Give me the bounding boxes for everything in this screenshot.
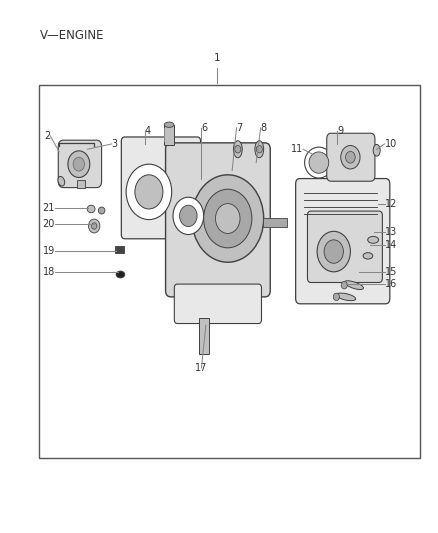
Text: 8: 8	[261, 123, 267, 133]
Text: 5: 5	[164, 123, 170, 133]
Circle shape	[324, 240, 343, 263]
Text: 14: 14	[385, 240, 398, 250]
Text: 11: 11	[291, 144, 303, 154]
Bar	[199, 318, 209, 354]
Ellipse shape	[255, 141, 264, 158]
Ellipse shape	[363, 253, 373, 259]
Ellipse shape	[309, 152, 328, 173]
Ellipse shape	[98, 207, 105, 214]
FancyBboxPatch shape	[58, 140, 102, 188]
Text: 9: 9	[337, 126, 343, 135]
Text: 3: 3	[112, 139, 118, 149]
Text: 4: 4	[145, 126, 151, 135]
Circle shape	[73, 157, 85, 171]
Circle shape	[192, 175, 264, 262]
Text: 15: 15	[385, 267, 398, 277]
Text: 16: 16	[385, 279, 398, 288]
FancyBboxPatch shape	[121, 137, 201, 239]
Circle shape	[135, 175, 163, 209]
FancyBboxPatch shape	[327, 133, 375, 181]
Bar	[77, 180, 85, 188]
Text: 21: 21	[42, 203, 55, 213]
Ellipse shape	[304, 147, 333, 178]
Circle shape	[341, 281, 347, 289]
Circle shape	[215, 204, 240, 233]
Bar	[115, 246, 124, 253]
Ellipse shape	[336, 293, 356, 301]
Text: 19: 19	[42, 246, 55, 255]
Text: 10: 10	[385, 139, 397, 149]
Text: 12: 12	[385, 199, 398, 208]
Ellipse shape	[373, 144, 380, 156]
Ellipse shape	[116, 271, 125, 278]
FancyBboxPatch shape	[296, 179, 390, 304]
FancyBboxPatch shape	[166, 143, 270, 297]
Ellipse shape	[344, 281, 364, 289]
Circle shape	[68, 151, 90, 177]
Circle shape	[173, 197, 204, 235]
Circle shape	[317, 231, 350, 272]
Circle shape	[235, 146, 241, 153]
Bar	[164, 125, 174, 145]
Text: 6: 6	[201, 123, 208, 133]
Circle shape	[88, 219, 100, 233]
Text: 7: 7	[237, 123, 243, 133]
Circle shape	[341, 146, 360, 169]
Text: 1: 1	[213, 53, 220, 63]
Circle shape	[333, 293, 339, 301]
Circle shape	[92, 223, 97, 229]
FancyBboxPatch shape	[307, 211, 382, 282]
Circle shape	[256, 146, 262, 153]
Ellipse shape	[164, 122, 174, 127]
Text: V—ENGINE: V—ENGINE	[39, 29, 104, 42]
Circle shape	[180, 205, 197, 227]
Ellipse shape	[58, 176, 65, 186]
Ellipse shape	[367, 237, 378, 243]
Circle shape	[204, 189, 252, 248]
Text: 18: 18	[42, 267, 55, 277]
FancyBboxPatch shape	[174, 284, 261, 324]
Circle shape	[126, 164, 172, 220]
Text: 17: 17	[195, 363, 208, 373]
Ellipse shape	[233, 141, 242, 158]
Bar	[39, 85, 420, 458]
Text: 13: 13	[385, 227, 398, 237]
Text: 2: 2	[44, 131, 50, 141]
Text: 20: 20	[42, 219, 55, 229]
Ellipse shape	[87, 205, 95, 213]
Circle shape	[346, 151, 355, 163]
Bar	[263, 218, 287, 227]
